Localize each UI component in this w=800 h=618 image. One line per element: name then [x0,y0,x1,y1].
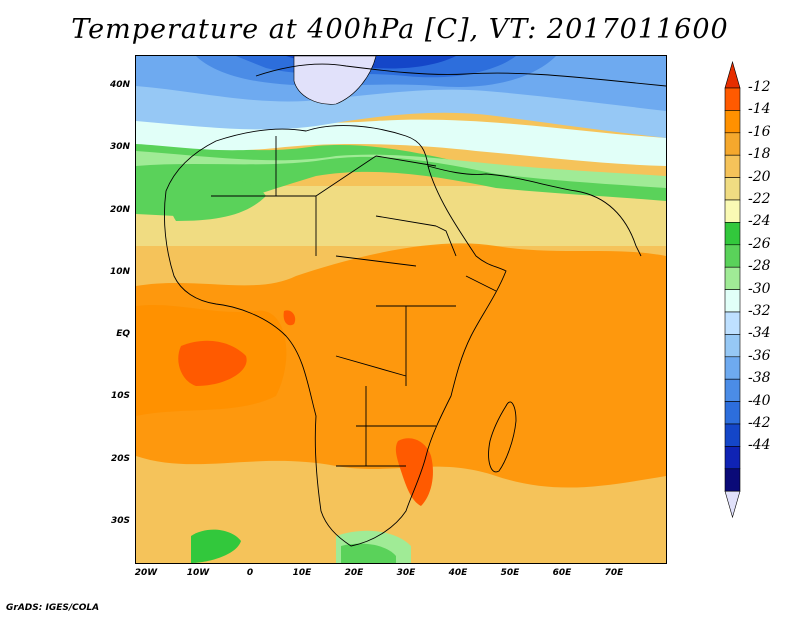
field-cold-core-minus44 [293,56,377,105]
colorbar-box [724,356,741,380]
field-band-minus28 [136,151,666,188]
colorbar-level-label: -22 [748,191,771,207]
field-patch-minus14-west [178,340,247,386]
madagascar-coastline [488,401,517,473]
map-canvas [136,56,666,563]
colorbar-arrow-top [724,60,741,89]
colorbar-level-label: -44 [748,437,771,454]
colorbar-box [724,132,741,156]
field-patch-minus14-south [395,438,433,506]
arabia-coastline [427,165,642,257]
lon-label: 60E [552,568,572,578]
colorbar-level-label: -40 [748,392,771,409]
colorbar-box [724,154,741,178]
lat-label: 20N [109,205,130,215]
colorbar-box [724,311,741,335]
colorbar-level-label: -38 [748,370,771,387]
colorbar-box [724,244,741,268]
lon-label: 10W [186,568,210,578]
lon-label: 0 [246,568,254,578]
colorbar-box [724,87,741,111]
colorbar-level-label: -28 [748,258,771,275]
lon-label: 30E [396,568,416,578]
colorbar-level-label: -34 [748,325,771,342]
colorbar-box [724,110,741,134]
map-title: Temperature at 400hPa [C], VT: 201701160… [71,14,729,45]
colorbar-box [724,289,741,313]
lat-label: 30S [110,516,130,526]
colorbar-box [724,199,741,223]
lon-label: 70E [604,568,624,578]
field-band-minus26-sahara [168,174,266,221]
europe-coastline [255,63,666,87]
coastline-group [164,63,666,547]
field-region-minus16 [136,243,666,488]
lat-label: EQ [116,329,130,339]
horn-borders [435,225,497,292]
temperature-map [135,55,667,564]
colorbar-level-label: -14 [748,101,771,118]
lon-label: 10E [292,568,312,578]
colorbar-box [724,334,741,358]
colorbar-level-label: -32 [748,303,771,319]
lat-label: 40N [109,80,130,90]
lat-label: 30N [109,142,130,152]
colorbar-level-label: -12 [748,79,771,95]
lat-label: 10N [109,267,130,277]
colorbar-level-label: -16 [748,123,771,140]
colorbar-box [724,266,741,290]
field-patch-minus26-south [341,543,396,563]
lon-label: 40E [448,568,468,578]
lat-label: 10S [110,391,130,401]
colorbar-level-label: -30 [748,280,771,297]
lon-label: 20E [344,568,364,578]
colorbar-arrow-bottom [724,490,741,519]
colorbar-box [724,378,741,402]
field-band-minus26 [136,136,666,216]
field-patch-minus14-gulf [283,310,296,326]
lat-label: 20S [110,454,130,464]
colorbar-box [724,446,741,470]
grads-credit: GrADS: IGES/COLA [6,603,100,613]
colorbar-level-label: -18 [748,146,771,163]
lon-label: 20W [134,568,158,578]
colorbar-box [724,468,741,492]
colorbar-box [724,423,741,447]
colorbar-level-label: -20 [748,168,771,185]
colorbar-level-label: -24 [748,213,771,230]
colorbar-level-label: -26 [748,235,771,252]
lon-label: 50E [500,568,520,578]
field-patch-minus24-southwest [191,529,241,563]
africa-coastline [164,125,507,547]
colorbar-level-label: -42 [748,415,771,431]
colorbar-box [724,177,741,201]
colorbar-box [724,222,741,246]
country-borders [211,136,456,467]
colorbar-box [724,401,741,425]
colorbar-level-label: -36 [748,347,771,364]
